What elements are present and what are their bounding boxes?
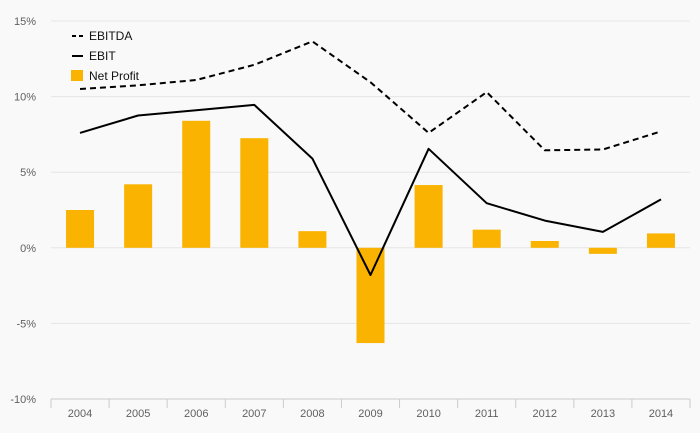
axis-layer: -10% -5% 0% 5% 10% 15% 2004 2005 2006 2007 2008 200…: [10, 16, 691, 420]
x-tick-label: 2011: [475, 408, 499, 420]
net-profit-bar: [66, 210, 95, 248]
x-tick-label: 2013: [591, 408, 615, 420]
y-tick-label: 15%: [14, 16, 36, 28]
net-profit-bar: [646, 233, 675, 248]
y-tick-label: -10%: [10, 394, 36, 406]
legend-net-profit-swatch: [71, 70, 83, 81]
legend-ebit-label: EBIT: [89, 49, 116, 63]
net-profit-bar: [530, 240, 559, 248]
x-tick-label: 2006: [184, 408, 208, 420]
x-tick-label: 2010: [416, 408, 440, 420]
x-tick-label: 2012: [533, 408, 557, 420]
net-profit-bar: [298, 231, 327, 248]
y-tick-label: -5%: [16, 318, 36, 330]
y-tick-label: 5%: [20, 167, 36, 179]
net-profit-bar: [182, 120, 211, 248]
net-profit-bar: [588, 247, 617, 254]
legend: EBITDA EBIT Net Profit: [71, 29, 140, 83]
x-tick-label: 2005: [126, 408, 150, 420]
ebit-line: [79, 103, 662, 276]
x-tick-label: 2004: [68, 408, 92, 420]
y-tick-label: 10%: [14, 92, 36, 104]
net-profit-bar: [240, 138, 269, 248]
y-tick-label: 0%: [20, 243, 36, 255]
legend-net-profit-label: Net Profit: [89, 69, 140, 83]
net-profit-bar: [414, 185, 443, 248]
legend-ebitda-label: EBITDA: [89, 29, 132, 43]
line-layer: [79, 40, 662, 276]
x-tick-label: 2008: [300, 408, 324, 420]
net-profit-bar: [124, 184, 153, 248]
x-tick-label: 2009: [358, 408, 382, 420]
ebitda-line: [79, 40, 662, 152]
bar-layer: [66, 120, 675, 344]
x-tick-label: 2014: [649, 408, 673, 420]
net-profit-bar: [472, 229, 501, 248]
net-profit-bar: [356, 247, 385, 344]
x-tick-label: 2007: [242, 408, 266, 420]
